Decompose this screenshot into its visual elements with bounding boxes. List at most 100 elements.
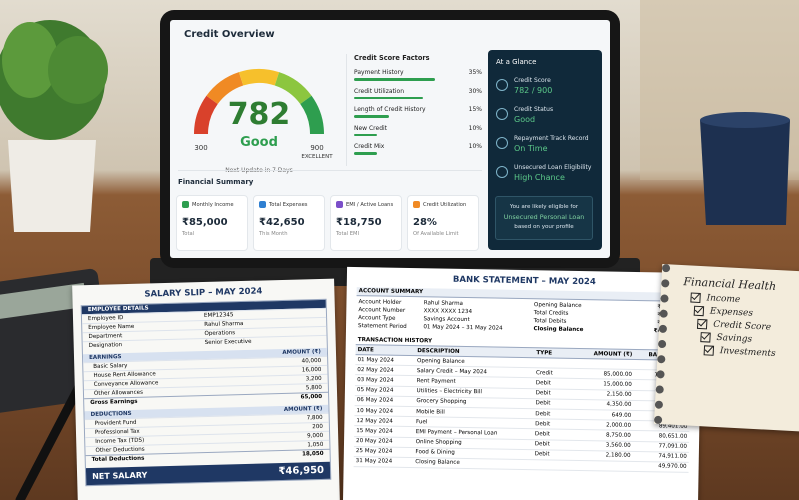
factor-value: 10%: [468, 124, 482, 132]
checkmark: [694, 304, 704, 314]
item-text: Expenses: [709, 306, 754, 319]
detail-value: Rahul Sharma: [204, 320, 244, 329]
cell-amount: 4,350.00: [606, 401, 632, 409]
cell-type: Debit: [535, 400, 551, 407]
notebook: Financial Health Income Expenses Credit Sco…: [653, 263, 799, 433]
gauge-arc: [274, 72, 312, 105]
cell-amount: [574, 462, 630, 469]
item-amount: 40,000: [301, 357, 322, 365]
item-amount: 3,200: [305, 375, 322, 383]
summary-value: 01 May 2024 – 31 May 2024: [423, 324, 503, 332]
item-label: Other Allowances: [93, 389, 144, 397]
card-label: Monthly Income: [192, 201, 234, 208]
checkmark: [701, 331, 710, 340]
item-label: Basic Salary: [93, 363, 128, 370]
score-factors: Credit Score Factors Payment History 35% Cr…: [354, 54, 482, 155]
card-label: Total Expenses: [269, 201, 308, 208]
cell-description: Rent Payment: [416, 378, 456, 385]
item-amount: 9,000: [307, 432, 324, 440]
factors-title: Credit Score Factors: [354, 54, 430, 62]
glance-value: High Chance: [514, 173, 565, 182]
cell-date: 06 May 2024: [356, 397, 394, 405]
credit-score: 782: [228, 97, 291, 132]
item-text: Income: [706, 293, 741, 306]
total-amount: 18,050: [301, 450, 324, 458]
glance-value: On Time: [514, 144, 548, 153]
summary-value: XXXX XXXX 1234: [423, 308, 473, 316]
detail-value: Operations: [204, 330, 236, 338]
factor-name: Payment History: [354, 69, 404, 76]
card-header: Monthly Income: [182, 201, 242, 208]
salary-slip: SALARY SLIP – MAY 2024 EMPLOYEE DETAILS Em…: [72, 278, 340, 500]
cell-date: 10 May 2024: [356, 407, 394, 415]
card-note: Of Available Limit: [413, 231, 459, 237]
summary-card: Total Expenses ₹42,650 This Month: [253, 195, 325, 251]
summary-label: Closing Balance: [533, 326, 584, 334]
cell-balance: 77,091.00: [658, 443, 688, 450]
item-label: Income Tax (TDS): [95, 437, 145, 445]
cell-type: Debit: [535, 420, 551, 428]
summary-card: EMI / Active Loans ₹18,750 Total EMI: [330, 195, 402, 251]
cell-balance: 80,651.00: [658, 433, 688, 440]
column-header: AMOUNT (₹): [283, 405, 323, 413]
summary-card: Credit Utilization 28% Of Available Limit: [407, 195, 479, 251]
card-value: ₹85,000: [182, 217, 228, 228]
gauge-arc: [194, 95, 218, 135]
column-header: AMOUNT (₹): [282, 348, 322, 356]
cell-type: Debit: [535, 390, 551, 397]
factor-bar: [354, 78, 435, 81]
card-header: Total Expenses: [259, 201, 319, 208]
cell-type: [534, 462, 574, 469]
cell-description: Salary Credit – May 2024: [416, 367, 488, 376]
cell-type: Debit: [535, 380, 551, 387]
factor-name: Credit Utilization: [354, 87, 405, 95]
mug: [700, 112, 790, 225]
column-header: DESCRIPTION: [417, 347, 460, 355]
screen: Credit Overview782Good300900EXCELLENTNex…: [170, 20, 610, 258]
factor-row: Credit Utilization 30%: [354, 88, 482, 95]
cell-date: 20 May 2024: [355, 438, 393, 445]
plant: [0, 20, 108, 232]
bank-statement: BANK STATEMENT – MAY 2024 ACCOUNT SUMMARY…: [342, 266, 703, 500]
item-label: Professional Tax: [94, 428, 140, 436]
credit-rating: Good: [240, 135, 278, 150]
card-header: EMI / Active Loans: [336, 201, 396, 208]
card-icon: [182, 201, 189, 208]
cell-date: 05 May 2024: [356, 387, 394, 394]
glance-panel: At a Glance Credit Score 782 / 900 Credit S…: [488, 50, 602, 250]
cell-date: 03 May 2024: [357, 377, 394, 384]
summary-value: Savings Account: [423, 316, 470, 324]
glance-label: Unsecured Loan Eligibility: [514, 164, 592, 171]
checkbox: [700, 331, 711, 343]
glance-icon: [496, 166, 508, 178]
item-text: Investments: [719, 346, 776, 360]
summary-value: Rahul Sharma: [423, 300, 464, 307]
cell-type: Debit: [535, 410, 551, 418]
card-header: Credit Utilization: [413, 201, 473, 208]
eligibility-line: Unsecured Personal Loan: [503, 213, 585, 221]
card-value: ₹42,650: [259, 217, 305, 228]
cell-description: Closing Balance: [415, 459, 460, 467]
cell-type: Credit: [535, 370, 553, 377]
factor-row: Payment History 35%: [354, 69, 482, 76]
factor-row: Length of Credit History 15%: [354, 106, 482, 113]
eligibility-line: based on your profile: [514, 224, 574, 230]
glance-label: Repayment Track Record: [514, 135, 589, 142]
cell-balance: 49,970.00: [658, 463, 687, 471]
gauge-min: 300: [194, 144, 207, 152]
factor-bar: [354, 96, 423, 99]
gauge: 782Good300900EXCELLENTNext Update in 7 D…: [194, 69, 333, 174]
factor-value: 10%: [468, 143, 482, 150]
card-icon: [336, 201, 343, 208]
cell-amount: [576, 361, 632, 368]
cell-amount: 3,560.00: [605, 442, 631, 449]
total-amount: 65,000: [300, 393, 323, 401]
card-value: 28%: [413, 217, 437, 228]
glance-value: Good: [514, 115, 536, 124]
glance-label: Credit Status: [514, 106, 554, 113]
summary-label: Account Type: [358, 315, 396, 322]
item-amount: 16,000: [301, 366, 322, 374]
cell-date: 15 May 2024: [356, 428, 393, 435]
cell-amount: 15,000.00: [603, 381, 632, 388]
